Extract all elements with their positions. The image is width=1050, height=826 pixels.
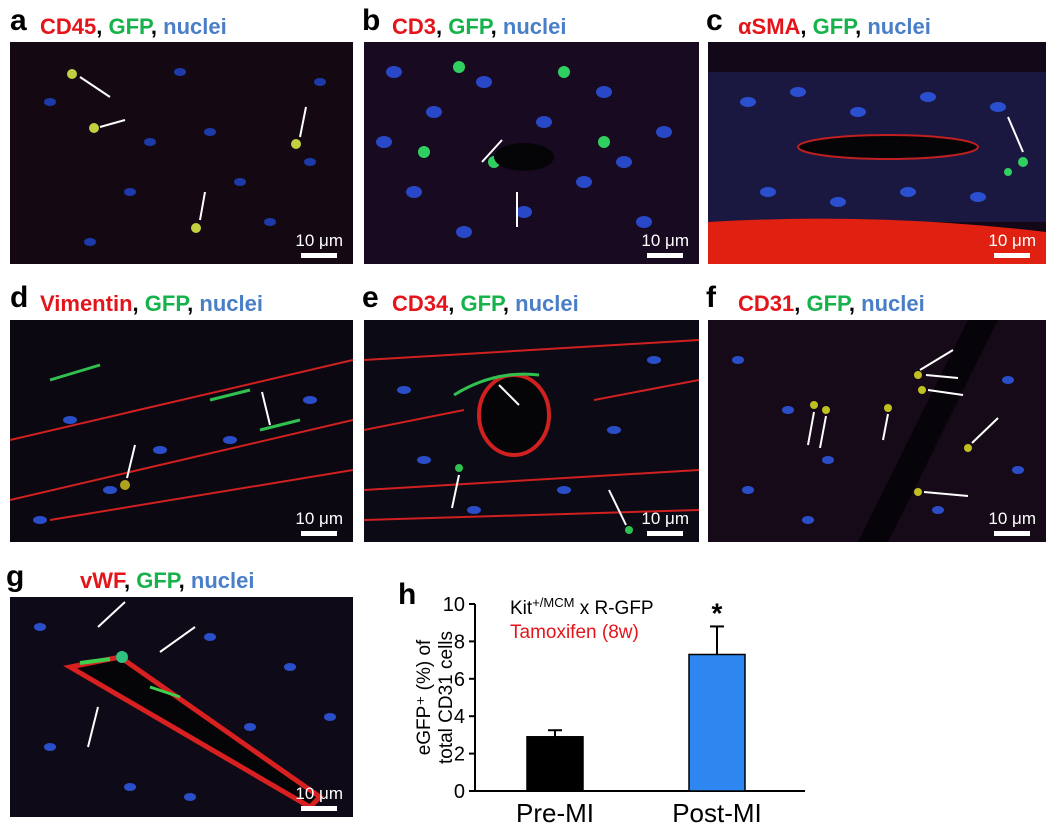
y-tick-label: 10 xyxy=(443,594,465,616)
panel-letter: f xyxy=(706,281,716,314)
scale-bar: 10 μm xyxy=(641,231,689,258)
micrograph: 10 μm xyxy=(708,42,1046,264)
nuclei-label: nuclei xyxy=(867,14,931,39)
micrograph: 10 μm xyxy=(708,320,1046,542)
micrograph: 10 μm xyxy=(364,320,699,542)
micrograph: 10 μm xyxy=(10,597,353,817)
nuclei-label: nuclei xyxy=(199,291,263,316)
scale-bar: 10 μm xyxy=(988,509,1036,536)
y-tick-label: 6 xyxy=(454,669,465,691)
panel-title: CD3, GFP, nuclei xyxy=(392,14,567,39)
bar-pre-mi xyxy=(526,736,584,792)
nuclei-label: nuclei xyxy=(190,568,255,593)
marker-label: Vimentin xyxy=(40,291,133,316)
micrograph: 10 μm xyxy=(10,320,353,542)
bar-chart: 0 2 4 6 8 10 Pre-MI Post-MI * eGFP⁺ (%) of tota… xyxy=(414,594,805,826)
scale-bar: 10 μm xyxy=(295,231,343,258)
panel-letter: a xyxy=(10,4,27,37)
y-axis-label-line1: eGFP⁺ (%) of xyxy=(414,639,435,755)
micrograph-image xyxy=(364,320,699,542)
y-tick-label: 2 xyxy=(454,744,465,766)
significance-marker: * xyxy=(712,597,723,628)
gfp-label: GFP xyxy=(144,291,188,316)
nuclei-label: nuclei xyxy=(502,14,567,39)
panel-letter: h xyxy=(398,578,417,611)
micrograph-image xyxy=(10,320,353,542)
gfp-label: GFP xyxy=(108,14,151,39)
bar-post-mi xyxy=(688,653,746,792)
panel-title: αSMA, GFP, nuclei xyxy=(738,14,931,39)
marker-label: vWF xyxy=(80,568,124,593)
x-tick-label: Post-MI xyxy=(672,798,762,826)
scale-bar: 10 μm xyxy=(295,784,343,811)
panel-title: CD45, GFP, nuclei xyxy=(40,14,227,39)
y-tick-label: 4 xyxy=(454,706,465,728)
gfp-label: GFP xyxy=(136,568,179,593)
panel-letter: g xyxy=(6,560,25,593)
y-axis-label-line2: total CD31 cells xyxy=(436,631,457,764)
panel-title: CD31, GFP, nuclei xyxy=(738,291,925,316)
gfp-label: GFP xyxy=(806,291,849,316)
gfp-label: GFP xyxy=(460,291,503,316)
legend-line1: Kit+/MCM x R-GFP xyxy=(510,595,654,619)
panel-title: Vimentin, GFP, nuclei xyxy=(40,291,263,316)
scale-bar: 10 μm xyxy=(641,509,689,536)
marker-label: CD45 xyxy=(40,14,97,39)
micrograph-image xyxy=(708,42,1046,264)
marker-label: αSMA xyxy=(738,14,801,39)
gfp-label: GFP xyxy=(448,14,491,39)
micrograph-image xyxy=(10,42,353,264)
panel-title: vWF, GFP, nuclei xyxy=(80,568,255,593)
y-tick-label: 0 xyxy=(454,781,465,803)
micrograph: 10 μm xyxy=(364,42,699,264)
panel-letter: d xyxy=(10,281,29,314)
panel-letter: e xyxy=(362,281,379,314)
gfp-label: GFP xyxy=(812,14,856,39)
micrograph-image xyxy=(364,42,699,264)
scale-bar: 10 μm xyxy=(988,231,1036,258)
panel-title: CD34, GFP, nuclei xyxy=(392,291,579,316)
panel-letter: b xyxy=(362,4,381,37)
micrograph-image xyxy=(10,597,353,817)
legend-line2: Tamoxifen (8w) xyxy=(510,622,639,643)
nuclei-label: nuclei xyxy=(515,291,579,316)
y-tick-label: 8 xyxy=(454,631,465,653)
nuclei-label: nuclei xyxy=(163,14,227,39)
nuclei-label: nuclei xyxy=(861,291,925,316)
micrograph: 10 μm xyxy=(10,42,353,264)
micrograph-image xyxy=(708,320,1046,542)
marker-label: CD34 xyxy=(392,291,449,316)
marker-label: CD3 xyxy=(392,14,437,39)
scale-bar: 10 μm xyxy=(295,509,343,536)
panel-letter: c xyxy=(706,4,723,37)
chart-bars: Pre-MI Post-MI * xyxy=(516,597,762,826)
marker-label: CD31 xyxy=(738,291,795,316)
x-tick-label: Pre-MI xyxy=(516,798,594,826)
